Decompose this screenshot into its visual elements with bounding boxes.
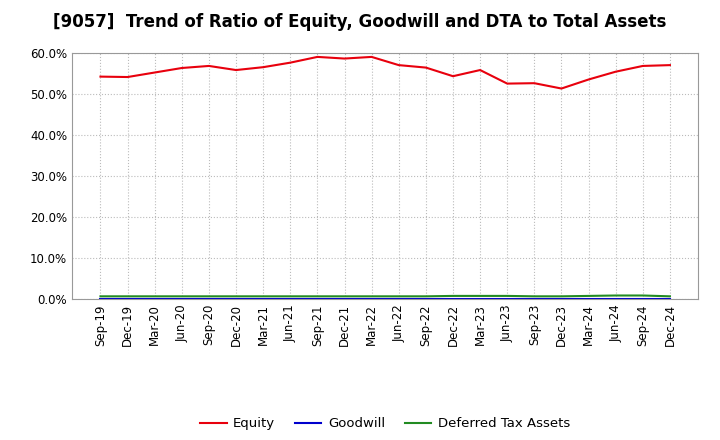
- Deferred Tax Assets: [150, 293, 159, 299]
- Deferred Tax Assets: [395, 293, 403, 299]
- Equity: [259, 65, 268, 70]
- Goodwill: [665, 297, 674, 302]
- Equity: [341, 56, 349, 61]
- Goodwill: [611, 297, 620, 302]
- Deferred Tax Assets: [639, 293, 647, 298]
- Goodwill: [449, 297, 457, 302]
- Goodwill: [557, 297, 566, 302]
- Line: Equity: Equity: [101, 57, 670, 88]
- Equity: [530, 81, 539, 86]
- Deferred Tax Assets: [665, 293, 674, 299]
- Goodwill: [584, 297, 593, 302]
- Goodwill: [639, 297, 647, 302]
- Equity: [96, 74, 105, 79]
- Goodwill: [421, 297, 430, 302]
- Goodwill: [96, 297, 105, 302]
- Goodwill: [530, 297, 539, 302]
- Goodwill: [476, 297, 485, 302]
- Equity: [665, 62, 674, 68]
- Deferred Tax Assets: [178, 293, 186, 299]
- Equity: [150, 70, 159, 75]
- Deferred Tax Assets: [286, 293, 294, 299]
- Deferred Tax Assets: [313, 293, 322, 299]
- Goodwill: [395, 297, 403, 302]
- Equity: [476, 67, 485, 73]
- Equity: [123, 74, 132, 80]
- Deferred Tax Assets: [476, 293, 485, 299]
- Deferred Tax Assets: [96, 293, 105, 299]
- Goodwill: [367, 297, 376, 302]
- Equity: [611, 69, 620, 74]
- Deferred Tax Assets: [421, 293, 430, 299]
- Goodwill: [232, 297, 240, 302]
- Deferred Tax Assets: [123, 293, 132, 299]
- Goodwill: [178, 297, 186, 302]
- Equity: [421, 65, 430, 70]
- Deferred Tax Assets: [584, 293, 593, 299]
- Goodwill: [150, 297, 159, 302]
- Equity: [584, 77, 593, 82]
- Equity: [367, 54, 376, 59]
- Equity: [178, 66, 186, 71]
- Equity: [232, 67, 240, 73]
- Deferred Tax Assets: [530, 293, 539, 299]
- Legend: Equity, Goodwill, Deferred Tax Assets: Equity, Goodwill, Deferred Tax Assets: [195, 412, 575, 436]
- Deferred Tax Assets: [259, 293, 268, 299]
- Equity: [449, 73, 457, 79]
- Goodwill: [313, 297, 322, 302]
- Deferred Tax Assets: [232, 293, 240, 299]
- Equity: [286, 60, 294, 65]
- Equity: [639, 63, 647, 69]
- Goodwill: [286, 297, 294, 302]
- Goodwill: [341, 297, 349, 302]
- Deferred Tax Assets: [341, 293, 349, 299]
- Goodwill: [259, 297, 268, 302]
- Goodwill: [204, 297, 213, 302]
- Goodwill: [503, 297, 511, 302]
- Goodwill: [123, 297, 132, 302]
- Deferred Tax Assets: [503, 293, 511, 299]
- Deferred Tax Assets: [204, 293, 213, 299]
- Deferred Tax Assets: [367, 293, 376, 299]
- Deferred Tax Assets: [449, 293, 457, 299]
- Equity: [557, 86, 566, 91]
- Equity: [204, 63, 213, 69]
- Text: [9057]  Trend of Ratio of Equity, Goodwill and DTA to Total Assets: [9057] Trend of Ratio of Equity, Goodwil…: [53, 13, 667, 31]
- Deferred Tax Assets: [557, 293, 566, 299]
- Deferred Tax Assets: [611, 293, 620, 298]
- Equity: [503, 81, 511, 86]
- Equity: [313, 54, 322, 59]
- Equity: [395, 62, 403, 68]
